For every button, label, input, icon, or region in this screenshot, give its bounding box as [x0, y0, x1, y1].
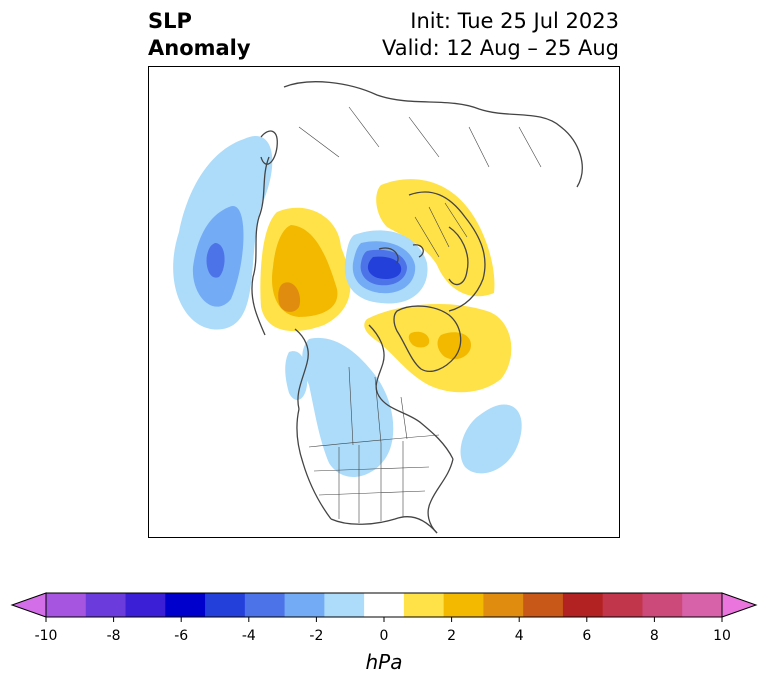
coast-greenland	[393, 305, 462, 372]
colorbar-cell	[682, 593, 723, 617]
colorbar	[10, 592, 758, 622]
anomaly-arctic-low-core	[367, 256, 402, 279]
coast-north-america-east	[427, 458, 454, 534]
coastlines	[251, 81, 583, 534]
anomaly-siberia-high-core	[278, 282, 301, 312]
coast-canada-arctic	[368, 324, 454, 460]
title-line-2: Anomaly	[148, 36, 251, 60]
anomaly-greenland-high-mid-2	[408, 331, 430, 348]
title-line-1: SLP	[148, 9, 192, 33]
border-europe	[414, 202, 468, 258]
anomaly-greenland-high-mid	[437, 332, 471, 360]
anomaly-pacific-low-core	[206, 243, 225, 278]
colorbar-tick-label: 10	[713, 628, 731, 644]
coast-kamchatka	[260, 130, 278, 165]
map-panel	[148, 66, 620, 538]
colorbar-tick-marks	[45, 617, 723, 622]
colorbar-cell	[364, 593, 405, 617]
colorbar-tick-label: 8	[649, 628, 659, 644]
coast-scandinavia	[448, 226, 469, 286]
coast-alaska	[294, 328, 309, 410]
valid-range: Valid: 12 Aug – 25 Aug	[381, 36, 619, 60]
colorbar-tick-label: -2	[309, 628, 324, 644]
colorbar-min-extension	[10, 592, 47, 618]
map-title: SLP Anomaly	[148, 8, 251, 62]
political-borders	[298, 106, 542, 523]
colorbar-cell	[46, 593, 87, 617]
colorbar-cell	[324, 593, 365, 617]
colorbar-cell	[85, 593, 127, 617]
colorbar-cell	[165, 593, 206, 617]
colorbar-unit-label: hPa	[365, 650, 403, 674]
colorbar-max-extension	[721, 592, 758, 618]
colorbar-cell	[523, 593, 564, 617]
colorbar-tick-label: -10	[34, 628, 58, 644]
colorbar-cell	[125, 593, 166, 617]
colorbar-tick-label: -4	[241, 628, 256, 644]
forecast-dates: Init: Tue 25 Jul 2023 Valid: 12 Aug – 25…	[382, 8, 619, 62]
border-us-states-1	[338, 441, 404, 523]
colorbar-tick-label: 4	[514, 628, 524, 644]
anomaly-europe-high-light	[376, 179, 495, 297]
anomaly-north-america-low-light	[302, 337, 394, 477]
colorbar-cell	[403, 593, 445, 617]
colorbar-cell	[483, 593, 524, 617]
border-us-canada	[308, 434, 440, 448]
anomaly-greenland-high-light	[364, 304, 512, 393]
border-canada-provinces	[348, 366, 408, 446]
border-us-states-2	[313, 466, 430, 496]
init-date: Init: Tue 25 Jul 2023	[410, 9, 619, 33]
colorbar-cell	[205, 593, 246, 617]
colorbar-cell	[244, 593, 286, 617]
coast-north-america-west	[296, 408, 332, 520]
colorbar-tick-label: -8	[106, 628, 121, 644]
colorbar-cell	[443, 593, 484, 617]
colorbar-cell	[562, 593, 604, 617]
anomaly-atlantic-low-light	[460, 404, 522, 474]
colorbar-cells	[46, 593, 723, 617]
coast-siberia	[283, 81, 583, 188]
colorbar-tick-label: -6	[174, 628, 189, 644]
coast-east-asia	[251, 156, 270, 336]
colorbar-tick-label: 6	[582, 628, 592, 644]
anomaly-west-coast-low-light	[285, 351, 308, 400]
colorbar-cell	[642, 593, 683, 617]
border-asia	[298, 106, 542, 168]
coast-arctic-islands	[378, 244, 424, 264]
colorbar-tick-label: 0	[379, 628, 389, 644]
coast-gulf	[330, 516, 438, 534]
coast-europe	[408, 191, 486, 312]
colorbar-cell	[284, 593, 325, 617]
anomaly-fields	[173, 135, 522, 477]
colorbar-cell	[602, 593, 643, 617]
polar-map	[173, 81, 583, 534]
colorbar-tick-label: 2	[447, 628, 457, 644]
